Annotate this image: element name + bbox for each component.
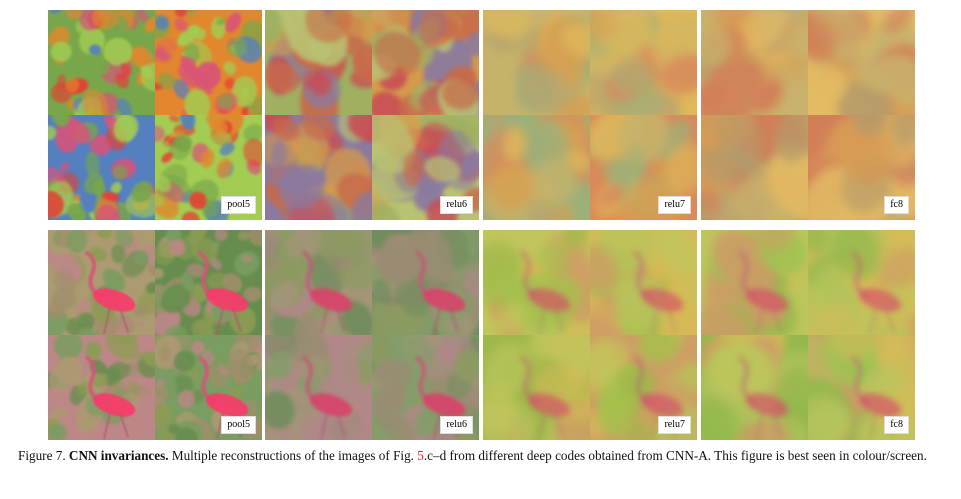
reconstruction-tile: [48, 335, 155, 440]
reconstruction-tile: [48, 230, 155, 335]
panel-texture-pool5: pool5: [48, 10, 262, 220]
figure-grid: pool5 relu6 relu7 fc8 pool5 relu6 relu7 fc8: [48, 10, 916, 440]
reconstruction-tile: [701, 335, 808, 440]
reconstruction-tile: [483, 335, 590, 440]
reconstruction-tile: [701, 115, 808, 220]
layer-label-pool5: pool5: [221, 196, 256, 214]
reconstruction-tile: [701, 10, 808, 115]
flamingo-silhouette: [301, 250, 353, 335]
caption-text-before-ref: Multiple reconstructions of the images o…: [171, 448, 414, 463]
reconstruction-tile: [590, 10, 697, 115]
layer-label-pool5: pool5: [221, 416, 256, 434]
panel-texture-relu7: relu7: [483, 10, 697, 220]
reconstruction-tile: [265, 230, 372, 335]
panel-flamingo-relu6: relu6: [265, 230, 479, 440]
panel-texture-relu6: relu6: [265, 10, 479, 220]
panel-flamingo-pool5: pool5: [48, 230, 262, 440]
caption-prefix: Figure 7.: [18, 448, 66, 463]
flamingo-silhouette: [737, 355, 789, 440]
flamingo-silhouette: [414, 250, 466, 335]
reconstruction-tile: [48, 10, 155, 115]
layer-label-relu6: relu6: [440, 416, 473, 434]
panel-texture-fc8: fc8: [701, 10, 915, 220]
panel-flamingo-fc8: fc8: [701, 230, 915, 440]
flamingo-silhouette: [519, 355, 571, 440]
reconstruction-tile: [265, 115, 372, 220]
reconstruction-tile: [701, 230, 808, 335]
flamingo-silhouette: [84, 355, 136, 440]
reconstruction-tile: [155, 230, 262, 335]
layer-label-relu7: relu7: [658, 196, 691, 214]
reconstruction-tile: [808, 10, 915, 115]
reconstruction-tile: [48, 115, 155, 220]
reconstruction-tile: [372, 10, 479, 115]
reconstruction-tile: [483, 115, 590, 220]
panel-flamingo-relu7: relu7: [483, 230, 697, 440]
figure-caption: Figure 7. CNN invariances. Multiple reco…: [18, 447, 938, 464]
layer-label-relu6: relu6: [440, 196, 473, 214]
reconstruction-tile: [372, 230, 479, 335]
layer-label-fc8: fc8: [884, 416, 909, 434]
layer-label-relu7: relu7: [658, 416, 691, 434]
flamingo-silhouette: [519, 250, 571, 335]
reconstruction-tile: [483, 230, 590, 335]
reconstruction-tile: [590, 230, 697, 335]
flamingo-silhouette: [850, 250, 902, 335]
flamingo-silhouette: [632, 250, 684, 335]
flamingo-silhouette: [737, 250, 789, 335]
caption-title: CNN invariances.: [68, 448, 169, 463]
flamingo-silhouette: [197, 250, 249, 335]
reconstruction-tile: [265, 335, 372, 440]
flamingo-silhouette: [84, 250, 136, 335]
caption-text-after-ref: .c–d from different deep codes obtained …: [423, 448, 927, 463]
reconstruction-tile: [483, 10, 590, 115]
reconstruction-tile: [265, 10, 372, 115]
reconstruction-tile: [808, 230, 915, 335]
flamingo-silhouette: [301, 355, 353, 440]
figure-reference-link[interactable]: 5: [417, 448, 424, 463]
reconstruction-tile: [155, 10, 262, 115]
layer-label-fc8: fc8: [884, 196, 909, 214]
